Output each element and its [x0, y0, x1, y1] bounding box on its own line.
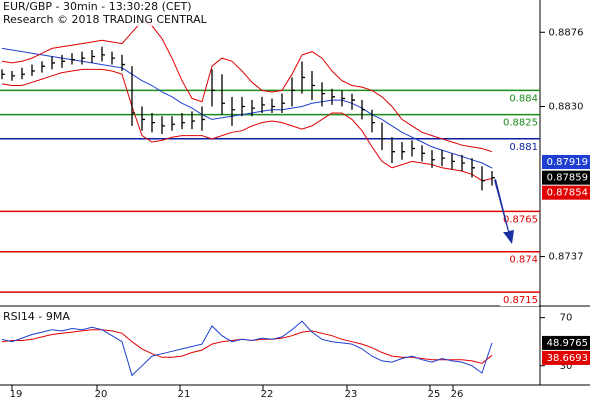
- price-bar: [191, 111, 195, 130]
- price-bar: [91, 50, 95, 63]
- price-bar: [41, 61, 45, 73]
- price-bar: [121, 54, 125, 72]
- price-bar: [101, 46, 105, 62]
- plot: 0.884 0.8825 0.881 0.8765 0.874 0.8715: [0, 20, 540, 377]
- level-label: 0.874: [509, 255, 538, 266]
- value-box: [542, 154, 590, 169]
- price-bar: [461, 154, 465, 172]
- price-bar: [11, 71, 15, 81]
- price-bar: [321, 82, 325, 107]
- price-bar: [131, 66, 135, 126]
- price-bar: [361, 100, 365, 120]
- level-label: 0.881: [509, 142, 538, 153]
- price-bar: [221, 74, 225, 115]
- price-bar: [31, 64, 35, 76]
- price-bar: [481, 166, 485, 191]
- series-line: [1, 68, 493, 182]
- level-label: 0.8765: [503, 214, 538, 225]
- price-bar: [241, 96, 245, 117]
- price-bar: [161, 116, 165, 134]
- price-bar: [291, 77, 295, 107]
- price-bar: [341, 90, 345, 107]
- value-label: 38.6693: [547, 353, 588, 364]
- rsi-title: RSI14 - 9MA: [3, 310, 70, 323]
- price-bar: [141, 106, 145, 131]
- level-label: 0.884: [509, 93, 538, 104]
- price-bar: [311, 71, 315, 101]
- level-label-bg: [500, 92, 539, 105]
- price-bar: [261, 96, 265, 113]
- price-bar: [271, 98, 275, 113]
- price-bar: [1, 69, 5, 80]
- price-bar: [231, 96, 235, 126]
- x-tick-label: 25: [428, 389, 441, 400]
- price-bar: [181, 112, 185, 130]
- y-tick-label: 70: [560, 313, 573, 324]
- series-line: [1, 47, 493, 169]
- price-bar: [81, 51, 85, 65]
- price-bar: [51, 56, 55, 70]
- forecast-arrow: [494, 179, 514, 244]
- level-label-bg: [500, 213, 539, 226]
- value-label: 48.9765: [547, 338, 588, 349]
- y-tick-label: 30: [560, 361, 573, 372]
- price-bar: [171, 116, 175, 131]
- y-tick-label: 0.8876: [549, 27, 584, 38]
- price-bar: [471, 158, 475, 178]
- y-tick-label: 0.8830: [549, 102, 584, 113]
- level-label-bg: [500, 116, 539, 129]
- x-tick-label: 22: [261, 389, 274, 400]
- x-tick-label: 21: [178, 389, 191, 400]
- series-line: [1, 20, 493, 153]
- x-tick-label: 23: [345, 389, 358, 400]
- price-bar: [351, 93, 355, 110]
- price-bar: [411, 140, 415, 157]
- price-bar: [301, 61, 305, 94]
- price-bar: [381, 122, 385, 151]
- x-tick-label: 20: [95, 389, 108, 400]
- chart-subtitle: Research © 2018 TRADING CENTRAL: [3, 13, 208, 26]
- price-bar: [251, 100, 255, 117]
- price-bar: [21, 67, 25, 80]
- price-bar: [371, 109, 375, 133]
- y-tick-label: 0.8737: [549, 252, 584, 263]
- price-bar: [491, 171, 495, 186]
- value-label: 0.87854: [547, 188, 588, 199]
- price-bar: [201, 106, 205, 131]
- value-label: 0.87919: [547, 157, 588, 168]
- price-bar: [431, 150, 435, 168]
- price-bar: [391, 137, 395, 163]
- level-label-bg: [500, 253, 539, 266]
- series-line: [1, 320, 493, 377]
- value-box: [542, 185, 590, 200]
- level-label-bg: [500, 140, 539, 153]
- price-bar: [401, 142, 405, 160]
- price-bar: [71, 53, 75, 65]
- level-label-bg: [500, 294, 539, 307]
- price-bar: [151, 112, 155, 133]
- price-bar: [451, 153, 455, 170]
- level-label: 0.8715: [503, 295, 538, 306]
- price-bar: [211, 69, 215, 107]
- price-bar: [111, 51, 115, 65]
- value-label: 0.87859: [547, 173, 588, 184]
- value-box: [542, 170, 590, 185]
- value-box: [542, 335, 590, 350]
- x-tick-label: 19: [10, 389, 23, 400]
- value-box: [542, 350, 590, 365]
- price-bar: [331, 88, 335, 105]
- price-bar: [281, 93, 285, 113]
- x-tick-label: 26: [451, 389, 464, 400]
- price-bar: [421, 145, 425, 162]
- title-bg: [0, 0, 170, 26]
- level-label: 0.8825: [503, 118, 538, 129]
- chart-title: EUR/GBP - 30min - 13:30:28 (CET): [3, 0, 192, 13]
- price-bar: [61, 54, 65, 68]
- price-bar: [441, 150, 445, 167]
